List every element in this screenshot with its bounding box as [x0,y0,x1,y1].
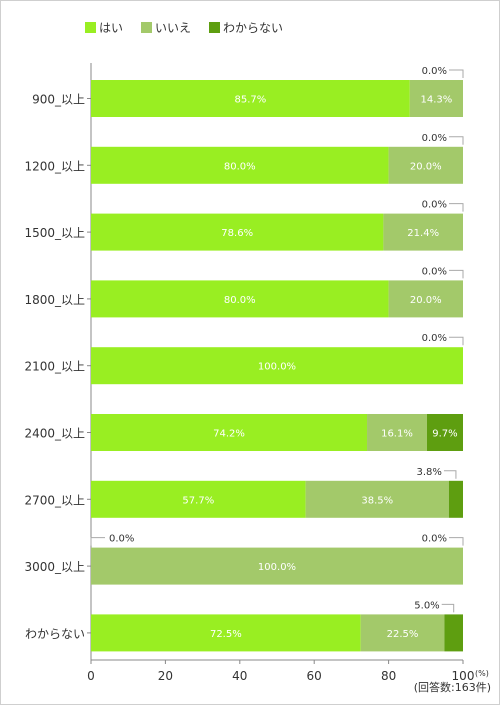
data-label: 38.5% [361,495,393,506]
bar-segment-3 [426,414,463,451]
data-label-outside: 0.0% [109,534,134,545]
leader-line [443,470,457,479]
data-label: 20.0% [410,295,442,306]
bar-segment-2 [388,146,463,184]
leader-line [441,603,455,613]
leader-line [449,69,464,78]
category-label: 3000_以上 [24,560,85,574]
legend-swatch-2 [141,22,152,33]
bar-segment-1 [91,414,368,451]
category-label: 2700_以上 [24,493,85,507]
data-label: 57.7% [182,495,214,506]
bar-segment-2 [305,480,449,518]
bar-segment-2 [360,614,445,652]
legend-label-2: いいえ [155,21,191,35]
bar-segment-1 [91,280,389,318]
data-label: 74.2% [213,429,245,440]
bar-segment-1 [91,213,384,251]
legend-swatch-3 [209,22,220,33]
x-tick-label: 100 [452,669,475,683]
data-label: 14.3% [421,95,453,106]
data-label-outside: 0.0% [422,200,447,211]
data-label: 100.0% [258,562,296,573]
data-label-outside: 0.0% [422,66,447,77]
x-unit-label: (%) [475,669,489,678]
category-label: 1800_以上 [24,293,85,307]
data-label: 20.0% [410,161,442,172]
data-label: 21.4% [407,228,439,239]
category-label: 900_以上 [32,93,85,107]
data-label: 80.0% [224,295,256,306]
leader-line [449,336,464,346]
bar-segment-2 [388,280,463,318]
data-label-outside: 0.0% [422,266,447,277]
data-label: 80.0% [224,161,256,172]
bar-segment-1 [91,146,389,184]
bar-segment-3 [448,480,463,518]
category-label: 2100_以上 [24,360,85,374]
leader-line [449,203,464,212]
data-label: 78.6% [221,228,253,239]
bar-segment-1 [91,614,361,652]
x-tick-label: 80 [381,669,396,683]
category-label: 1200_以上 [24,159,85,173]
data-label-outside: 0.0% [422,333,447,344]
x-tick-label: 20 [158,669,173,683]
bar-segment-2 [383,213,463,251]
data-label: 22.5% [387,629,419,640]
data-label: 9.7% [432,429,457,440]
leader-line [90,537,105,546]
data-label-outside: 0.0% [422,534,447,545]
bar-segment-2 [91,547,463,585]
data-label: 100.0% [258,362,296,373]
x-tick-label: 0 [87,669,95,683]
data-label-outside: 5.0% [414,600,439,611]
leader-line [449,136,464,145]
bar-segment-3 [444,614,463,652]
response-count-note: (回答数:163件) [414,680,491,694]
category-label: わからない [25,627,85,641]
bar-segment-1 [91,347,463,385]
category-label: 1500_以上 [24,226,85,240]
bar-segment-2 [367,414,427,451]
bar-segment-1 [91,480,306,518]
legend-swatch-1 [85,22,96,33]
data-label: 85.7% [235,95,267,106]
x-tick-label: 60 [307,669,322,683]
leader-line [449,269,464,279]
data-label: 16.1% [381,429,413,440]
data-label-outside: 3.8% [417,467,442,478]
legend-label-3: わからない [223,21,283,35]
data-label: 72.5% [210,629,242,640]
leader-line [449,537,464,546]
x-tick-label: 40 [232,669,247,683]
bar-segment-2 [409,80,463,117]
legend-label-1: はい [99,21,123,35]
data-label-outside: 0.0% [422,133,447,144]
category-label: 2400_以上 [24,427,85,441]
bar-segment-1 [91,80,410,117]
